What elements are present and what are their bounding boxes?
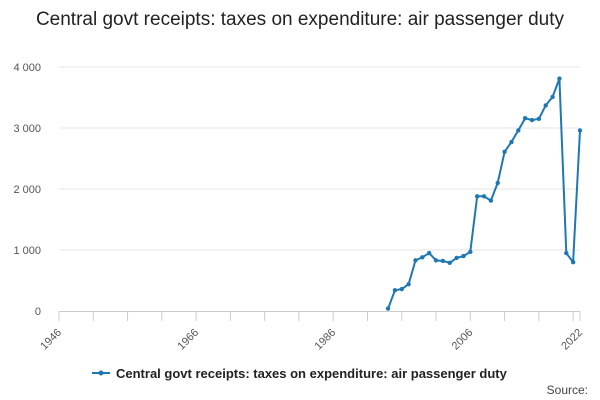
grid-layer (59, 66, 580, 251)
data-point[interactable] (413, 258, 418, 263)
data-point[interactable] (529, 117, 535, 123)
data-point[interactable] (550, 94, 555, 100)
data-point[interactable] (406, 281, 411, 287)
data-point[interactable] (468, 249, 473, 255)
x-tick-label: 2022 (559, 327, 585, 353)
y-tick-label: 4 000 (13, 62, 41, 74)
legend[interactable]: Central govt receipts: taxes on expendit… (92, 364, 507, 382)
y-tick-label: 3 000 (13, 123, 41, 135)
legend-swatch (92, 370, 110, 376)
data-point[interactable] (474, 194, 480, 199)
data-point[interactable] (495, 180, 500, 186)
data-point[interactable] (488, 198, 494, 203)
data-point[interactable] (385, 306, 391, 311)
x-tick-label: 1966 (175, 327, 201, 353)
y-tick-labels: 0 1 000 2 000 3 000 4 000 (13, 62, 41, 318)
data-point[interactable] (447, 260, 452, 266)
data-point[interactable] (420, 255, 425, 260)
data-point[interactable] (536, 116, 542, 122)
data-point[interactable] (509, 139, 514, 145)
data-point[interactable] (516, 128, 521, 133)
data-point[interactable] (564, 250, 569, 256)
x-tick-labels: 1946 1966 1986 2006 2022 (38, 327, 585, 353)
x-tick-label: 1986 (313, 327, 339, 353)
data-point[interactable] (577, 128, 583, 133)
data-point[interactable] (399, 286, 404, 292)
y-tick-label: 2 000 (13, 184, 41, 196)
data-point[interactable] (461, 253, 466, 259)
y-tick-label: 1 000 (13, 245, 41, 257)
data-point[interactable] (433, 258, 439, 263)
x-tick-label: 2006 (450, 327, 476, 353)
series-line (387, 77, 581, 309)
data-point[interactable] (502, 149, 507, 154)
data-point[interactable] (454, 255, 459, 261)
data-point[interactable] (557, 76, 562, 81)
data-point[interactable] (392, 288, 398, 293)
data-point[interactable] (522, 116, 528, 121)
legend-label: Central govt receipts: taxes on expendit… (116, 365, 507, 381)
series-layer (385, 76, 583, 311)
chart-title: Central govt receipts: taxes on expendit… (35, 9, 565, 30)
data-point[interactable] (570, 260, 576, 265)
source-label: Source: (546, 383, 588, 397)
axis-layer (58, 311, 581, 321)
data-point[interactable] (481, 194, 487, 199)
x-tick-label: 1946 (38, 327, 64, 353)
data-point[interactable] (426, 250, 432, 256)
data-point[interactable] (440, 258, 446, 264)
data-point[interactable] (543, 103, 548, 108)
y-tick-label: 0 (35, 306, 41, 318)
